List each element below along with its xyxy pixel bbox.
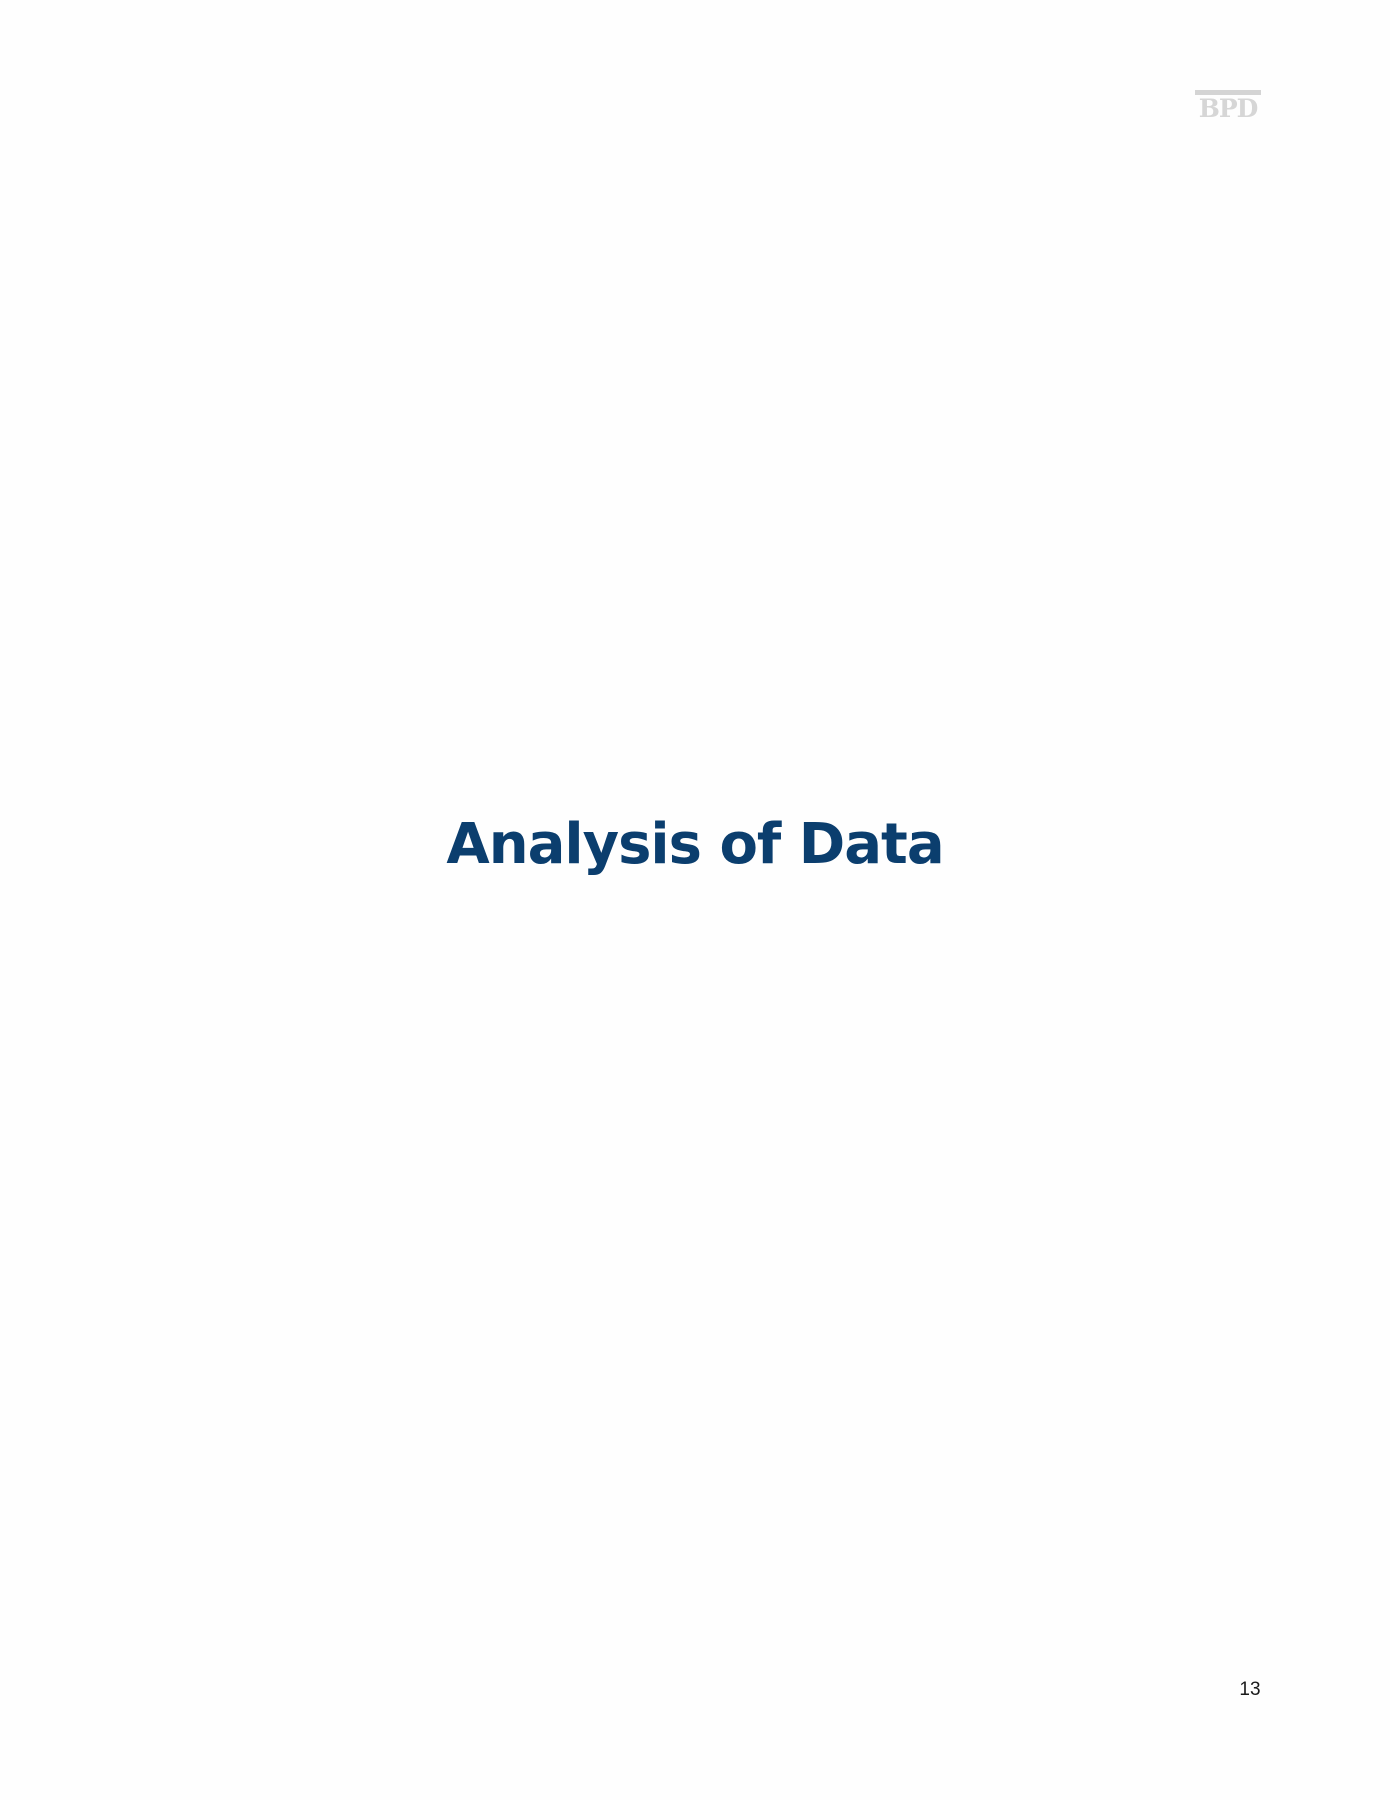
logo-bar	[1195, 90, 1261, 95]
logo-text: BPD	[1198, 94, 1259, 123]
bpd-logo: BPD	[1195, 90, 1261, 124]
section-title: Analysis of Data	[446, 812, 944, 877]
page-number: 13	[1239, 1679, 1261, 1700]
